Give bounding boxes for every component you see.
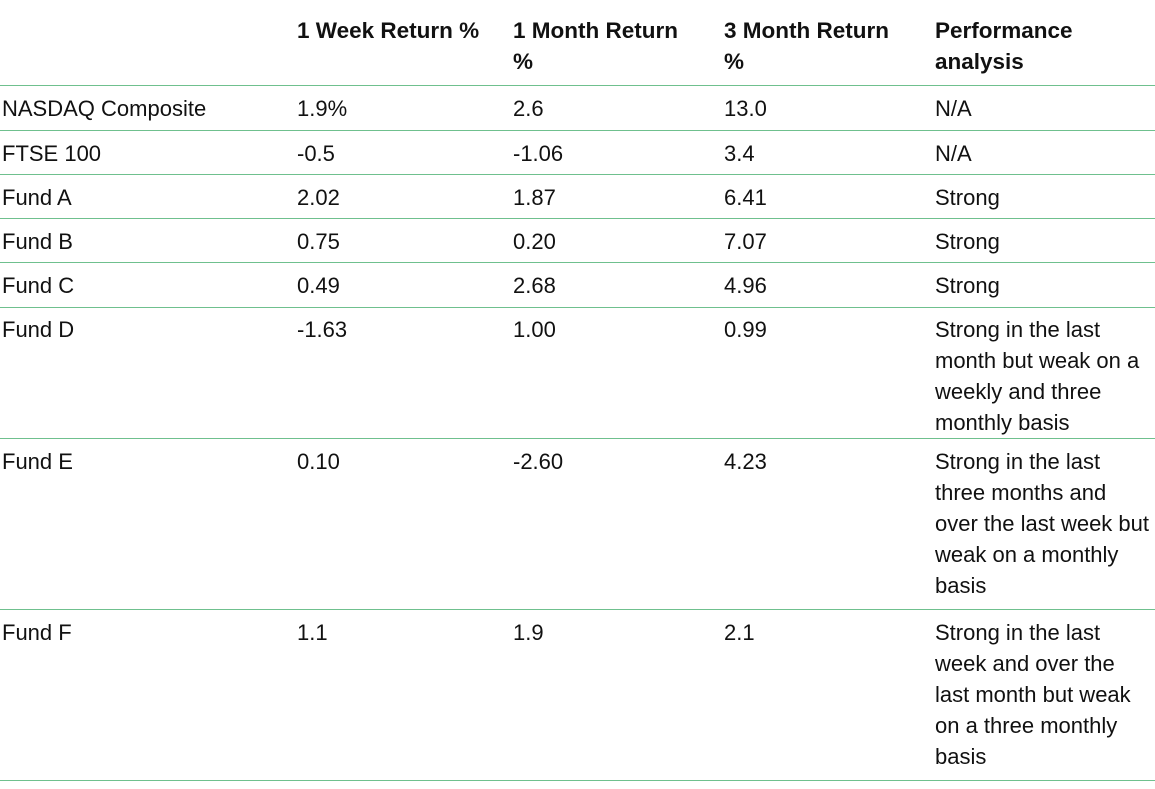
- three-month-return-cell: 6.41: [724, 185, 767, 210]
- table-row: Fund A 2.02 1.87 6.41 Strong: [0, 175, 1155, 219]
- three-month-return-cell: 4.96: [724, 273, 767, 298]
- table-row: Fund C 0.49 2.68 4.96 Strong: [0, 263, 1155, 308]
- three-month-return-cell: 2.1: [724, 620, 755, 645]
- row-name-cell: FTSE 100: [2, 141, 102, 166]
- row-name-cell: NASDAQ Composite: [2, 96, 207, 121]
- three-month-return-cell: 3.4: [724, 141, 755, 166]
- three-month-return-cell: 0.99: [724, 317, 767, 342]
- performance-analysis-cell: Strong in the last week and over the las…: [935, 620, 1131, 769]
- row-name-cell: Fund C: [2, 273, 75, 298]
- performance-analysis-cell: Strong: [935, 229, 1000, 254]
- week-return-cell: 0.10: [297, 449, 340, 474]
- performance-analysis-cell: Strong: [935, 273, 1000, 298]
- table-row: Fund E 0.10 -2.60 4.23 Strong in the las…: [0, 439, 1155, 610]
- header-cell-1-week-return: 1 Week Return %: [297, 18, 480, 43]
- month-return-cell: 1.9: [513, 620, 544, 645]
- three-month-return-cell: 7.07: [724, 229, 767, 254]
- table-row: Fund B 0.75 0.20 7.07 Strong: [0, 219, 1155, 263]
- row-name-cell: Fund A: [2, 185, 72, 210]
- table-header-row: 1 Week Return % 1 Month Return % 3 Month…: [0, 0, 1155, 86]
- week-return-cell: 1.9%: [297, 96, 348, 121]
- row-name-cell: Fund B: [2, 229, 73, 254]
- performance-analysis-cell: N/A: [935, 141, 972, 166]
- three-month-return-cell: 13.0: [724, 96, 767, 121]
- month-return-cell: 1.00: [513, 317, 556, 342]
- week-return-cell: 0.75: [297, 229, 340, 254]
- header-cell-1-month-return: 1 Month Return %: [513, 18, 678, 74]
- week-return-cell: 2.02: [297, 185, 340, 210]
- row-name-cell: Fund F: [2, 620, 72, 645]
- month-return-cell: 2.6: [513, 96, 544, 121]
- table-row: Fund F 1.1 1.9 2.1 Strong in the last we…: [0, 610, 1155, 781]
- week-return-cell: -0.5: [297, 141, 335, 166]
- week-return-cell: 1.1: [297, 620, 328, 645]
- performance-analysis-cell: Strong: [935, 185, 1000, 210]
- month-return-cell: 1.87: [513, 185, 556, 210]
- table-row: FTSE 100 -0.5 -1.06 3.4 N/A: [0, 131, 1155, 175]
- header-cell-performance-analysis: Performance analysis: [935, 18, 1073, 74]
- performance-analysis-cell: N/A: [935, 96, 972, 121]
- row-name-cell: Fund E: [2, 449, 73, 474]
- table-row: Fund D -1.63 1.00 0.99 Strong in the las…: [0, 308, 1155, 439]
- week-return-cell: -1.63: [297, 317, 348, 342]
- performance-analysis-cell: Strong in the last three months and over…: [935, 449, 1150, 598]
- week-return-cell: 0.49: [297, 273, 340, 298]
- month-return-cell: -1.06: [513, 141, 564, 166]
- header-cell-3-month-return: 3 Month Return %: [724, 18, 889, 74]
- row-name-cell: Fund D: [2, 317, 75, 342]
- table-row: NASDAQ Composite 1.9% 2.6 13.0 N/A: [0, 86, 1155, 131]
- month-return-cell: 0.20: [513, 229, 556, 254]
- performance-analysis-cell: Strong in the last month but weak on a w…: [935, 317, 1140, 435]
- three-month-return-cell: 4.23: [724, 449, 767, 474]
- month-return-cell: 2.68: [513, 273, 556, 298]
- month-return-cell: -2.60: [513, 449, 564, 474]
